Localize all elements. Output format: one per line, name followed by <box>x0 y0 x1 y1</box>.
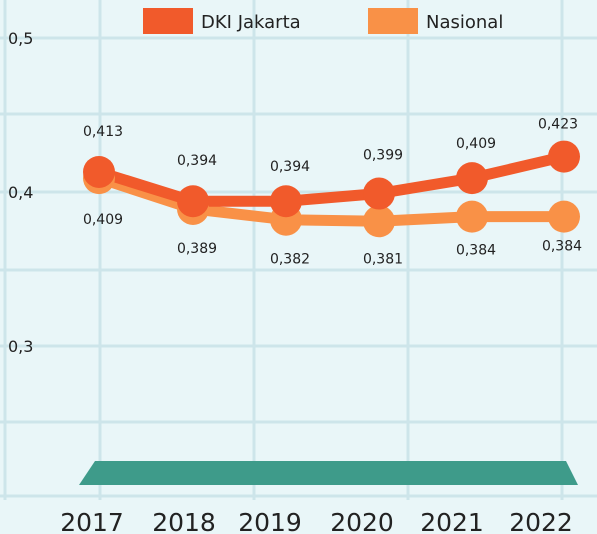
data-point-nasional <box>456 200 488 233</box>
y-tick-label: 0,5 <box>8 29 33 48</box>
data-label-dki-jakarta: 0,409 <box>456 136 496 152</box>
data-label-nasional: 0,382 <box>270 252 310 268</box>
data-label-dki-jakarta: 0,394 <box>177 153 217 169</box>
y-axis-ticks: 0,5 0,4 0,3 <box>8 29 33 356</box>
legend-swatch-nasional <box>368 8 418 34</box>
data-label-nasional: 0,384 <box>542 239 582 255</box>
data-point-dki-jakarta <box>177 185 209 218</box>
baseline-band-shape <box>79 461 578 485</box>
series-line-dki-jakarta <box>93 151 570 207</box>
x-tick-label: 2022 <box>509 508 573 534</box>
x-tick-label: 2017 <box>60 508 124 534</box>
legend: DKI Jakarta Nasional <box>143 8 503 34</box>
data-labels: 0,413 0,394 0,394 0,399 0,409 0,423 0,409 0,389… <box>83 117 582 268</box>
data-point-nasional <box>548 200 580 233</box>
data-point-dki-jakarta <box>456 162 488 195</box>
x-tick-label: 2019 <box>238 508 302 534</box>
data-point-nasional <box>363 205 395 238</box>
data-points <box>83 140 580 238</box>
data-point-dki-jakarta <box>363 177 395 210</box>
data-label-nasional: 0,381 <box>363 251 403 267</box>
series-lines <box>93 151 570 227</box>
legend-label-dki-jakarta: DKI Jakarta <box>201 12 301 33</box>
y-tick-label: 0,4 <box>8 183 33 202</box>
data-point-dki-jakarta <box>83 155 115 188</box>
data-label-dki-jakarta: 0,423 <box>538 117 578 133</box>
data-label-dki-jakarta: 0,394 <box>270 159 310 175</box>
grid-lines <box>0 0 597 500</box>
data-label-nasional: 0,384 <box>456 243 496 259</box>
data-label-dki-jakarta: 0,413 <box>83 124 123 140</box>
x-axis-ticks: 2017 2018 2019 2020 2021 2022 <box>60 508 573 534</box>
data-point-dki-jakarta <box>548 140 580 173</box>
data-label-nasional: 0,409 <box>83 212 123 228</box>
legend-label-nasional: Nasional <box>426 12 503 33</box>
data-point-dki-jakarta <box>270 185 302 218</box>
x-tick-label: 2020 <box>330 508 394 534</box>
x-tick-label: 2018 <box>152 508 216 534</box>
x-tick-label: 2021 <box>420 508 484 534</box>
data-label-nasional: 0,389 <box>177 241 217 257</box>
data-label-dki-jakarta: 0,399 <box>363 148 403 164</box>
y-tick-label: 0,3 <box>8 337 33 356</box>
baseline-band <box>79 461 578 485</box>
legend-swatch-dki-jakarta <box>143 8 193 34</box>
